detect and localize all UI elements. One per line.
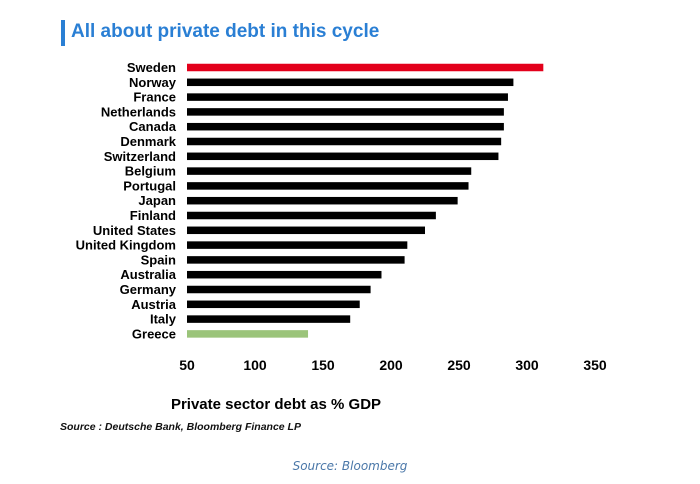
- bar-germany: [187, 285, 371, 294]
- category-label: Norway: [129, 75, 177, 90]
- bar-finland: [187, 211, 436, 220]
- x-tick-label: 50: [179, 357, 195, 373]
- bar-netherlands: [187, 108, 504, 116]
- bar-switzerland: [187, 152, 499, 161]
- category-label: Finland: [130, 208, 176, 223]
- category-label: Italy: [150, 312, 177, 327]
- category-label: France: [133, 90, 176, 105]
- x-axis-label: Private sector debt as % GDP: [171, 396, 381, 413]
- bar-spain: [187, 256, 405, 264]
- bar-france: [187, 93, 508, 101]
- x-tick-label: 350: [583, 357, 607, 373]
- category-label: Canada: [129, 119, 177, 134]
- bar-united-states: [187, 226, 425, 235]
- bar-norway: [187, 78, 514, 87]
- bar-australia: [187, 270, 382, 279]
- category-label: United States: [93, 223, 176, 238]
- category-label: Germany: [120, 282, 177, 297]
- category-label: Japan: [138, 193, 176, 208]
- category-label: Austria: [131, 297, 177, 312]
- chart-title: All about private debt in this cycle: [71, 21, 380, 42]
- category-label: Spain: [141, 252, 176, 267]
- bar-italy: [187, 315, 351, 323]
- x-tick-label: 150: [311, 357, 335, 373]
- source-note: Source : Deutsche Bank, Bloomberg Financ…: [60, 421, 301, 433]
- category-label: Greece: [132, 326, 176, 341]
- category-label: Australia: [120, 267, 176, 282]
- category-label: United Kingdom: [76, 238, 176, 253]
- category-label: Denmark: [120, 134, 176, 149]
- bar-portugal: [187, 182, 469, 190]
- bar-belgium: [187, 167, 472, 175]
- bar-canada: [187, 122, 504, 131]
- bar-japan: [187, 196, 458, 205]
- bar-united-kingdom: [187, 241, 408, 249]
- x-tick-label: 250: [447, 357, 471, 373]
- bar-sweden: [187, 63, 544, 72]
- x-tick-label: 300: [515, 357, 539, 373]
- bar-greece: [187, 330, 309, 338]
- category-label: Sweden: [127, 60, 176, 75]
- category-label: Belgium: [125, 164, 176, 179]
- title-accent-bar: [61, 20, 65, 46]
- x-tick-label: 100: [243, 357, 267, 373]
- image-caption: Source: Bloomberg: [292, 459, 408, 473]
- category-label: Switzerland: [104, 149, 176, 164]
- category-label: Portugal: [123, 178, 176, 193]
- bar-austria: [187, 300, 360, 309]
- bar-denmark: [187, 137, 502, 146]
- x-tick-label: 200: [379, 357, 403, 373]
- category-label: Netherlands: [101, 104, 176, 119]
